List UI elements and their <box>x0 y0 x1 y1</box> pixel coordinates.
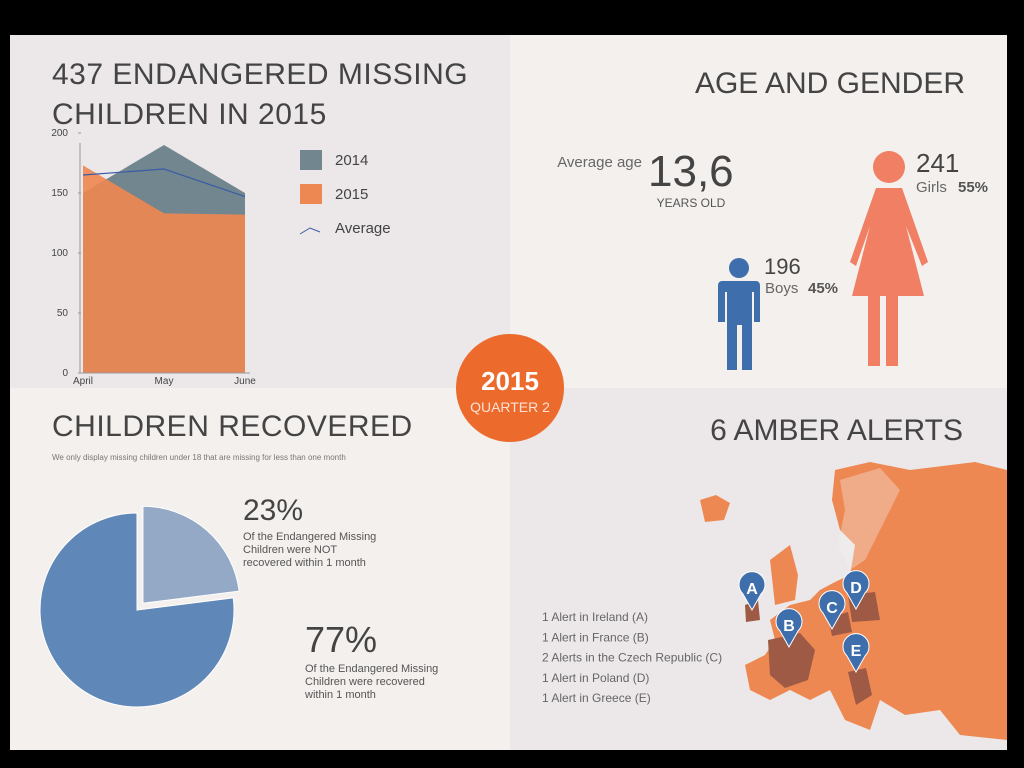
legend-label: Average <box>335 220 391 237</box>
y-tick-label: 50 <box>57 308 69 319</box>
badge <box>456 334 564 442</box>
section-title: 6 AMBER ALERTS <box>710 414 963 447</box>
pin-letter: D <box>850 580 862 597</box>
girls-label: Girls <box>916 179 947 196</box>
legend-label: 2015 <box>335 186 368 203</box>
pie-label: Of the Endangered Missing Children were … <box>243 531 377 569</box>
girls-count: 241 <box>916 148 959 178</box>
badge-year: 2015 <box>481 366 539 396</box>
y-tick-label: 100 <box>51 248 68 259</box>
chart-title: CHILDREN RECOVERED <box>52 410 413 443</box>
map-pin <box>842 570 870 611</box>
boys-percent: 45% <box>808 280 838 297</box>
y-tick-label: 200 <box>51 128 68 139</box>
alert-item: 1 Alert in Poland (D) <box>542 671 649 685</box>
pie-slice <box>39 512 235 708</box>
map-pin <box>842 633 870 674</box>
x-tick-label: April <box>73 376 93 387</box>
badge-label: QUARTER 2 <box>470 399 550 415</box>
average-line <box>82 168 246 198</box>
pie-value-label: 77% <box>305 619 378 660</box>
average-label: Average age <box>557 154 642 171</box>
x-tick-label: June <box>234 376 256 387</box>
alerts: A B CD E 1 Alert in Ireland (A) 1 Alert in Fr… <box>542 570 870 705</box>
pin-letter: C <box>826 600 838 617</box>
alert-item: 1 Alert in France (B) <box>542 630 649 644</box>
map-pin <box>775 608 803 649</box>
boy-icon <box>718 258 760 370</box>
alert-item: 2 Alerts in the Czech Republic (C) <box>542 651 722 665</box>
alert-item: 1 Alert in Ireland (A) <box>542 610 648 624</box>
girl-icon <box>850 151 928 366</box>
average-unit: YEARS OLD <box>657 196 726 210</box>
girls-percent: 55% <box>958 179 988 196</box>
pin-letter: B <box>783 618 795 635</box>
y-tick-label: 150 <box>51 188 68 199</box>
legend-label: 2014 <box>335 152 368 169</box>
y-tick-label: 0 <box>62 368 68 379</box>
pie-slice <box>142 505 240 604</box>
legend-swatch <box>300 184 322 204</box>
pin-letter: A <box>746 581 758 598</box>
alert-item: 1 Alert in Greece (E) <box>542 691 651 705</box>
map-pin <box>818 590 846 631</box>
chart-title: 437 ENDANGERED MISSING CHILDREN IN 2015 <box>52 58 469 131</box>
x-tick-label: May <box>155 376 174 387</box>
panel <box>510 35 1007 388</box>
map-pin <box>738 571 766 612</box>
chart-subtitle: We only display missing children under 1… <box>52 453 346 462</box>
boys-label: Boys <box>765 280 798 297</box>
legend-line <box>299 227 321 235</box>
pin-letter: E <box>851 643 862 660</box>
area <box>83 165 245 373</box>
legend-swatch <box>300 150 322 170</box>
section-title: AGE AND GENDER <box>695 67 965 100</box>
pie-label: Of the Endangered Missing Children were … <box>305 663 439 701</box>
boys-count: 196 <box>764 254 801 279</box>
average-age: 13,6 <box>648 147 734 196</box>
pie-value-label: 23% <box>243 494 304 527</box>
europe-map <box>700 462 1007 740</box>
